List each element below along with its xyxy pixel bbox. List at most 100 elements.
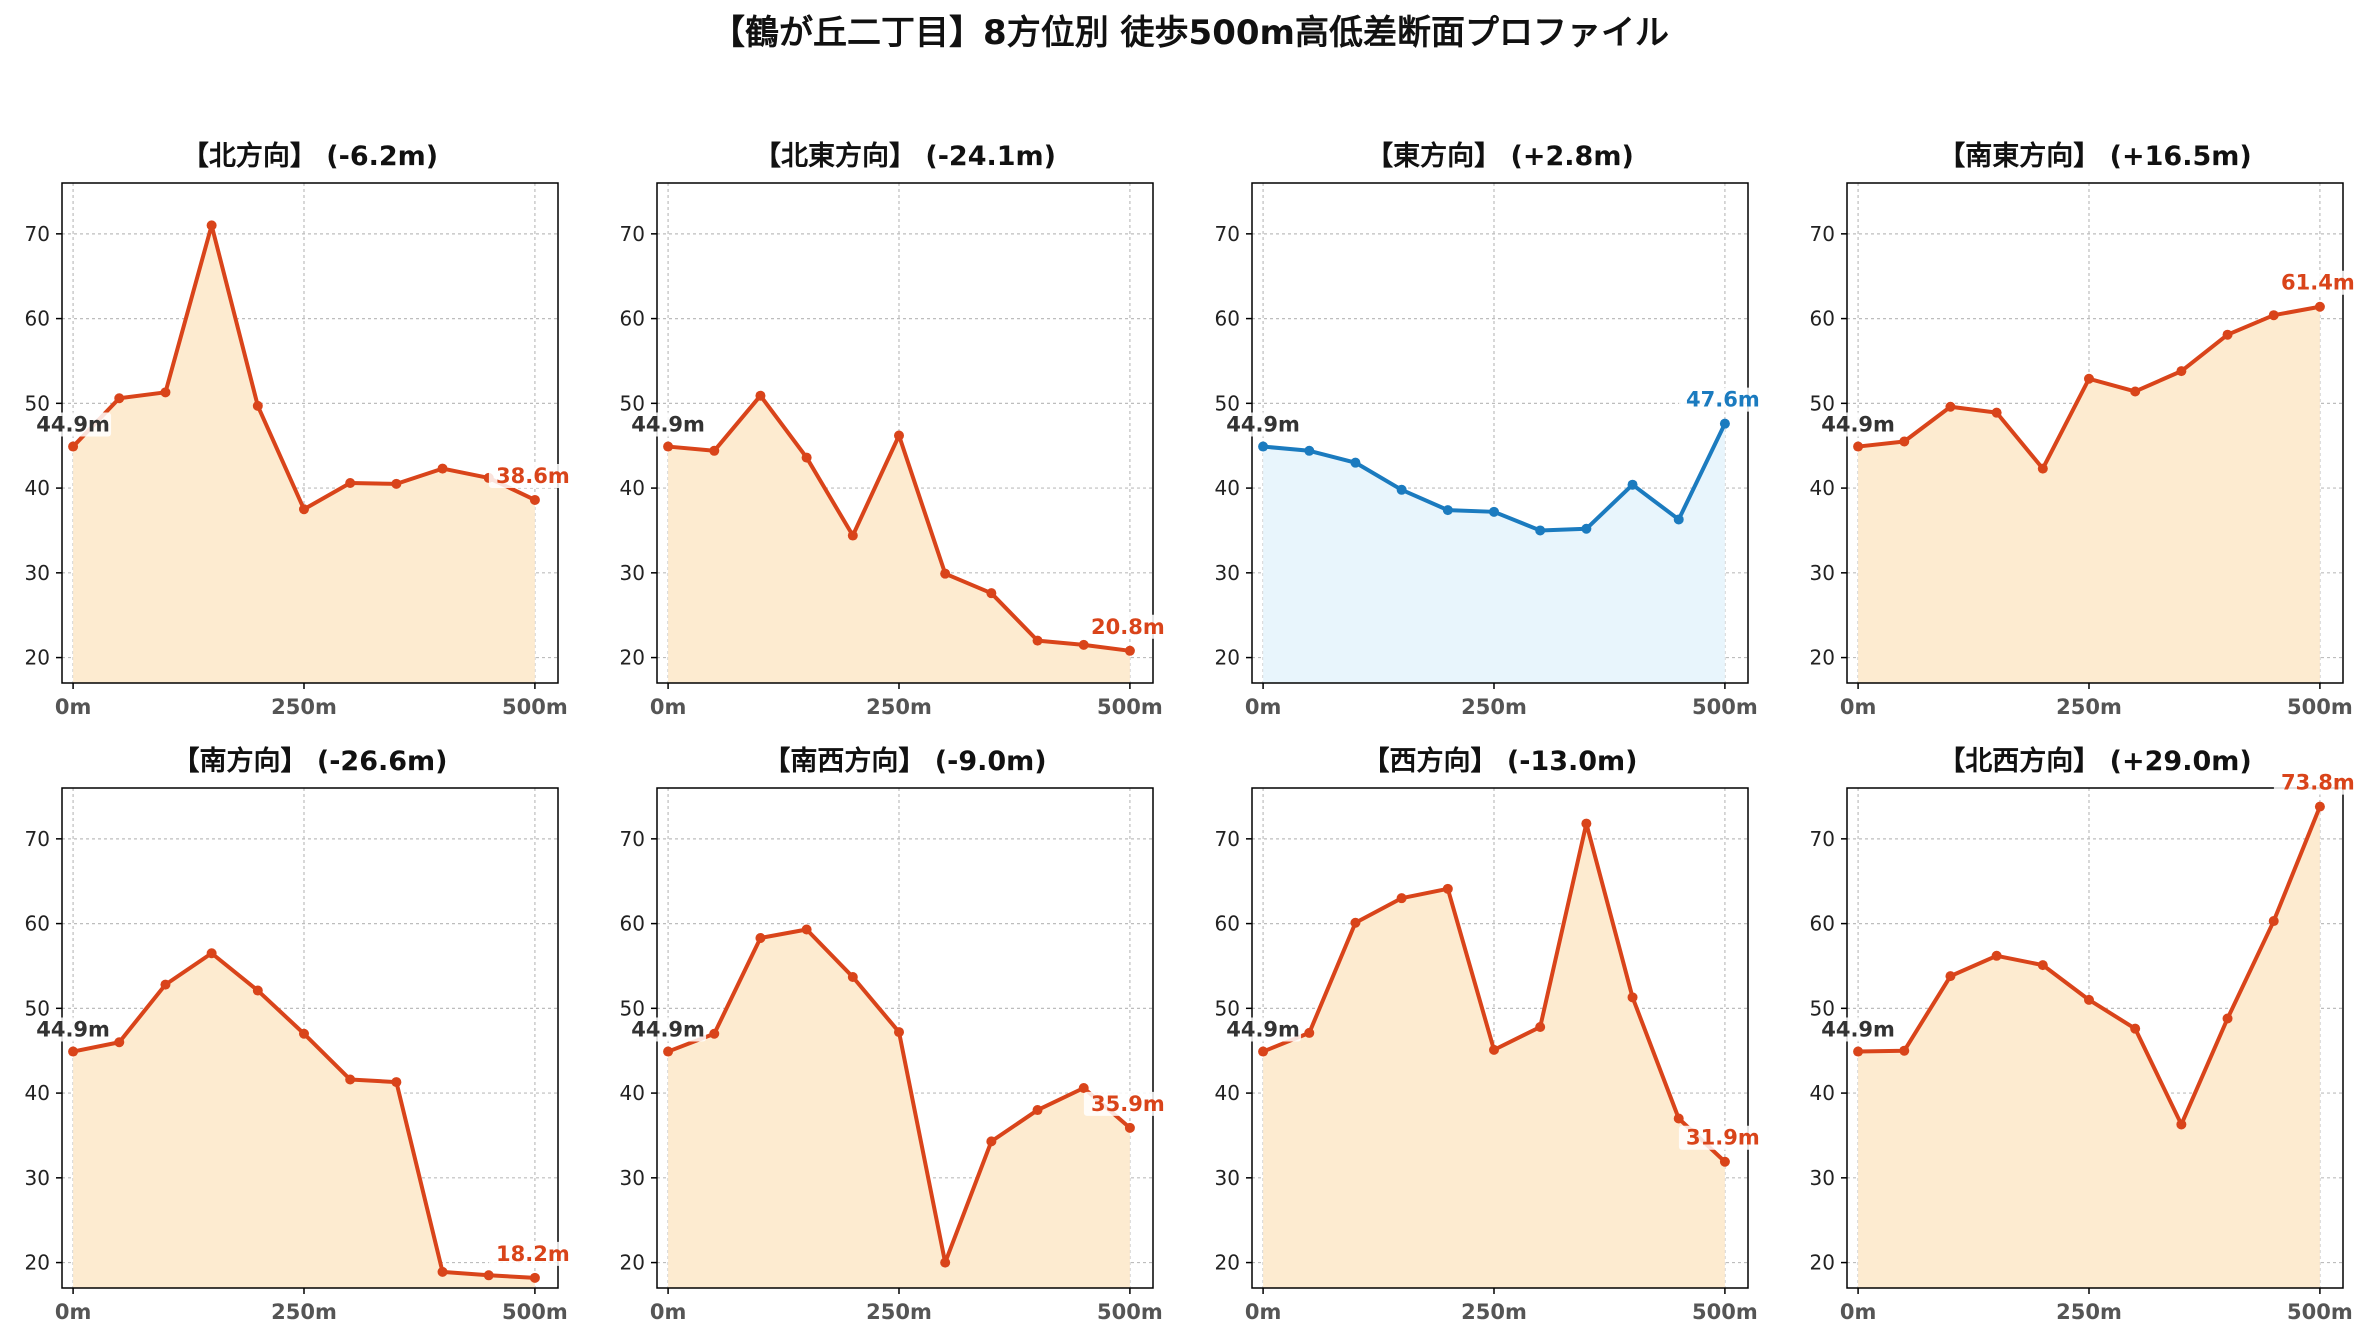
data-point — [1396, 893, 1407, 904]
data-point — [1627, 992, 1638, 1003]
x-tick-label: 250m — [271, 695, 337, 719]
data-point — [2268, 916, 2279, 927]
data-point — [986, 588, 997, 599]
y-tick-label: 20 — [25, 1251, 50, 1275]
end-elevation-label: 61.4m — [2281, 271, 2355, 295]
y-tick-label: 30 — [1215, 1166, 1240, 1190]
end-label-bg — [2273, 770, 2362, 795]
data-point — [709, 445, 720, 456]
data-point — [847, 971, 858, 982]
data-point — [2268, 310, 2279, 321]
data-point — [1581, 523, 1592, 534]
x-tick-label: 500m — [502, 1300, 568, 1324]
data-point — [2314, 801, 2325, 812]
panel-title: 【南方向】 (-26.6m) — [172, 745, 447, 777]
data-point — [1124, 1122, 1135, 1133]
data-point — [345, 1074, 356, 1085]
data-point — [2037, 463, 2048, 474]
end-elevation-label: 35.9m — [1091, 1092, 1165, 1116]
start-elevation-label: 44.9m — [631, 413, 705, 437]
data-point — [2222, 329, 2233, 340]
end-elevation-label: 18.2m — [496, 1242, 570, 1266]
data-point — [2314, 301, 2325, 312]
x-tick-label: 500m — [502, 695, 568, 719]
x-tick-label: 0m — [650, 1300, 687, 1324]
x-tick-label: 0m — [1840, 695, 1877, 719]
data-point — [1899, 436, 1910, 447]
x-tick-label: 0m — [55, 1300, 92, 1324]
end-elevation-label: 20.8m — [1091, 615, 1165, 639]
panel-title: 【北方向】 (-6.2m) — [182, 140, 438, 172]
start-label-bg — [1225, 412, 1302, 437]
y-tick-label: 40 — [25, 1081, 50, 1105]
data-point — [1304, 1027, 1315, 1038]
panel-6: 【南西方向】 (-9.0m) 20 30 40 50 60 70 0m 250m 500m 44.9… — [620, 745, 1172, 1324]
area-fill — [73, 225, 535, 684]
data-point — [1396, 484, 1407, 495]
y-tick-label: 30 — [1810, 561, 1835, 585]
data-point — [1124, 645, 1135, 656]
end-elevation-label: 31.9m — [1686, 1126, 1760, 1150]
data-point — [1350, 917, 1361, 928]
data-point — [252, 400, 263, 411]
data-point — [801, 924, 812, 935]
x-tick-label: 0m — [650, 695, 687, 719]
y-tick-label: 40 — [1215, 1081, 1240, 1105]
panel-3: 【東方向】 (+2.8m) 20 30 40 50 60 70 0m 250m 500m 44.9m… — [1215, 140, 1767, 719]
data-point — [437, 463, 448, 474]
x-tick-label: 500m — [2287, 1300, 2353, 1324]
panel-2: 【北東方向】 (-24.1m) 20 30 40 50 60 70 0m 250m 500m 44.… — [620, 140, 1172, 719]
y-tick-label: 60 — [1215, 307, 1240, 331]
x-tick-label: 500m — [1692, 695, 1758, 719]
y-tick-label: 70 — [1810, 827, 1835, 851]
panel-5: 【南方向】 (-26.6m) 20 30 40 50 60 70 0m 250m 500m 44.9… — [25, 745, 577, 1324]
data-point — [529, 494, 540, 505]
data-point — [1258, 441, 1269, 452]
y-tick-label: 60 — [25, 307, 50, 331]
data-point — [663, 441, 674, 452]
data-point — [847, 530, 858, 541]
y-tick-label: 60 — [1810, 912, 1835, 936]
x-tick-label: 500m — [2287, 695, 2353, 719]
y-tick-label: 30 — [1215, 561, 1240, 585]
y-tick-label: 50 — [1215, 391, 1240, 415]
x-tick-label: 500m — [1097, 1300, 1163, 1324]
start-elevation-label: 44.9m — [36, 413, 110, 437]
data-point — [1945, 971, 1956, 982]
data-point — [2176, 366, 2187, 377]
x-tick-label: 250m — [866, 695, 932, 719]
end-label-bg — [488, 1241, 577, 1266]
y-tick-label: 70 — [1810, 222, 1835, 246]
data-point — [1304, 445, 1315, 456]
data-point — [1627, 479, 1638, 490]
start-elevation-label: 44.9m — [36, 1018, 110, 1042]
y-tick-label: 70 — [620, 827, 645, 851]
data-point — [801, 452, 812, 463]
data-point — [893, 1027, 904, 1038]
y-tick-label: 50 — [620, 391, 645, 415]
data-point — [2083, 994, 2094, 1005]
y-tick-label: 50 — [1215, 996, 1240, 1020]
data-point — [160, 979, 171, 990]
panel-title: 【南東方向】 (+16.5m) — [1938, 140, 2251, 172]
data-point — [986, 1136, 997, 1147]
x-tick-label: 500m — [1097, 695, 1163, 719]
x-tick-label: 250m — [2056, 1300, 2122, 1324]
x-tick-label: 0m — [1840, 1300, 1877, 1324]
panel-title: 【西方向】 (-13.0m) — [1362, 745, 1637, 777]
y-tick-label: 50 — [25, 996, 50, 1020]
y-tick-label: 70 — [25, 222, 50, 246]
data-point — [298, 1028, 309, 1039]
y-tick-label: 40 — [620, 1081, 645, 1105]
y-tick-label: 70 — [620, 222, 645, 246]
data-point — [1945, 401, 1956, 412]
y-tick-label: 70 — [1215, 222, 1240, 246]
panel-title: 【南西方向】 (-9.0m) — [763, 745, 1046, 777]
start-label-bg — [1820, 412, 1897, 437]
data-point — [68, 1046, 79, 1057]
data-point — [940, 568, 951, 579]
data-point — [298, 504, 309, 515]
data-point — [663, 1046, 674, 1057]
x-tick-label: 500m — [1692, 1300, 1758, 1324]
